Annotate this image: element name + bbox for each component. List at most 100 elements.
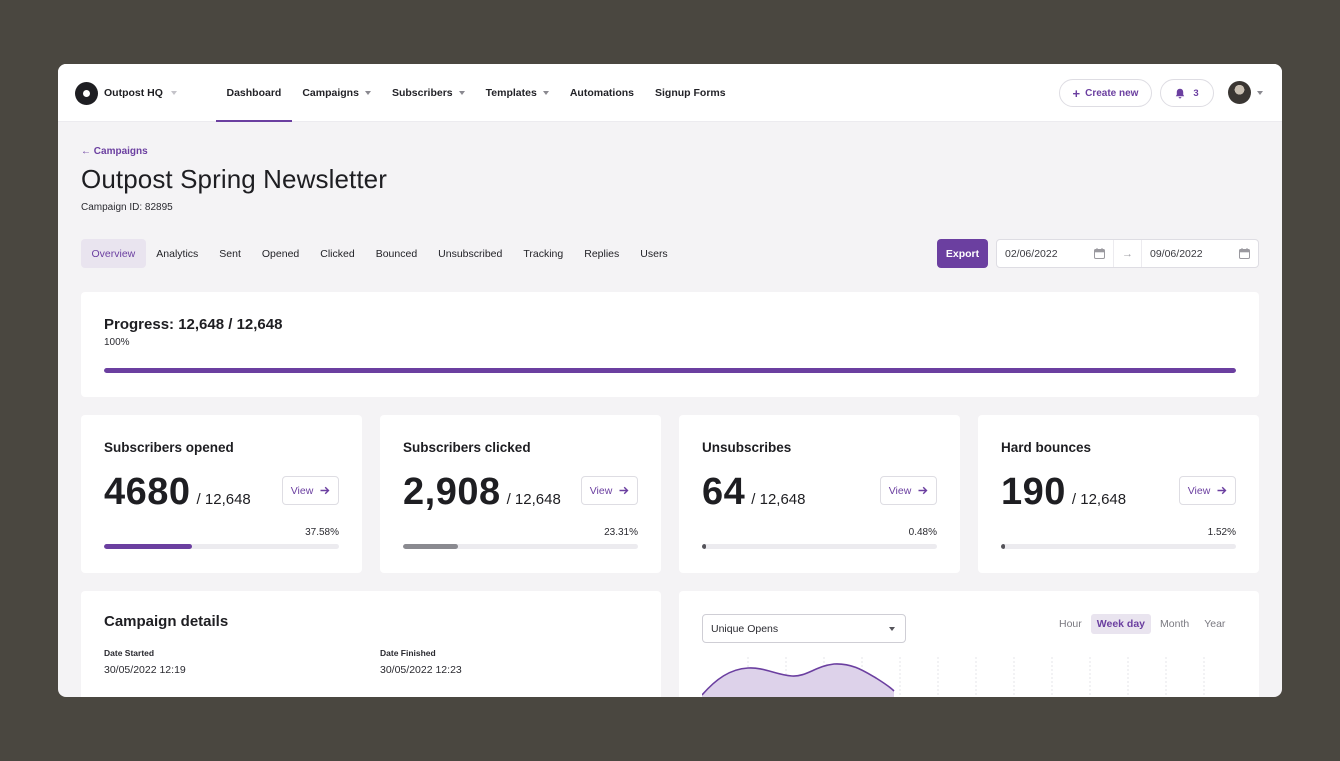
campaign-tabs: Overview Analytics Sent Opened Clicked B… [81, 239, 678, 268]
nav-item-templates[interactable]: Templates [475, 64, 559, 122]
view-label: View [1187, 484, 1211, 497]
date-range-picker: 02/06/2022 → 09/06/2022 [996, 239, 1259, 268]
campaign-id: Campaign ID: 82895 [81, 202, 173, 213]
chevron-down-icon [889, 626, 895, 631]
campaign-details-card: Campaign details Date Started 30/05/2022… [81, 591, 661, 697]
create-new-label: Create new [1085, 87, 1139, 99]
view-clicked-button[interactable]: View [581, 476, 638, 505]
opens-line [702, 663, 895, 696]
nav-item-signup-forms[interactable]: Signup Forms [645, 64, 737, 122]
arrow-right-icon [320, 486, 330, 495]
nav-item-label: Templates [485, 87, 537, 99]
stat-total: / 12,648 [751, 491, 806, 508]
view-label: View [888, 484, 912, 497]
tab-bounced[interactable]: Bounced [375, 247, 418, 260]
stat-total: / 12,648 [1071, 491, 1127, 508]
stat-card-unsubscribes: Unsubscribes 64 / 12,648 View 0.48% [679, 415, 960, 573]
stat-count: 4680 [104, 471, 191, 513]
tab-overview[interactable]: Overview [81, 239, 146, 268]
opens-chart-card: Unique Opens Hour Week day Month Year [679, 591, 1259, 697]
avatar[interactable] [1228, 81, 1251, 104]
chevron-down-icon [458, 91, 465, 95]
chevron-down-icon [170, 91, 177, 95]
arrow-right-icon [918, 486, 928, 495]
stat-total: / 12,648 [506, 491, 561, 508]
tab-unsubscribed[interactable]: Unsubscribed [438, 247, 503, 260]
notifications-button[interactable]: 3 [1160, 79, 1214, 107]
stat-progress-fill [1001, 544, 1005, 549]
back-to-campaigns-link[interactable]: ← Campaigns [81, 146, 148, 157]
nav-item-label: Dashboard [226, 87, 282, 99]
date-started-value: 30/05/2022 12:19 [104, 664, 186, 676]
nav-item-label: Subscribers [391, 87, 453, 99]
arrow-right-icon [619, 486, 629, 495]
view-opened-button[interactable]: View [282, 476, 339, 505]
stat-card-hard-bounces: Hard bounces 190 / 12,648 View 1.52% [978, 415, 1259, 573]
stat-value: 190 / 12,648 [1001, 471, 1126, 514]
stat-count: 190 [1001, 471, 1066, 513]
date-from-value: 02/06/2022 [1005, 247, 1058, 260]
stat-progress-bar [1001, 544, 1236, 549]
tab-analytics[interactable]: Analytics [156, 247, 199, 260]
bell-icon [1176, 88, 1185, 98]
tab-clicked[interactable]: Clicked [320, 247, 355, 260]
view-bounces-button[interactable]: View [1179, 476, 1236, 505]
workspace-name: Outpost HQ [104, 87, 163, 99]
stat-percent: 1.52% [1207, 527, 1236, 538]
create-new-button[interactable]: + Create new [1059, 79, 1152, 107]
metric-select[interactable]: Unique Opens [702, 614, 906, 643]
date-finished-label: Date Finished [380, 648, 436, 658]
date-from-field[interactable]: 02/06/2022 [997, 240, 1113, 267]
stat-value: 4680 / 12,648 [104, 471, 251, 514]
notifications-count: 3 [1193, 87, 1199, 99]
nav-item-label: Campaigns [302, 87, 359, 99]
stat-count: 2,908 [403, 471, 501, 513]
main-nav: Dashboard Campaigns Subscribers Template… [216, 64, 736, 122]
chevron-down-icon[interactable] [1257, 91, 1263, 95]
stat-count: 64 [702, 471, 746, 513]
period-tab-year[interactable]: Year [1204, 618, 1226, 630]
stat-title: Subscribers clicked [403, 440, 531, 455]
export-button[interactable]: Export [937, 239, 988, 268]
tab-tracking[interactable]: Tracking [523, 247, 564, 260]
progress-bar-fill [104, 368, 1236, 373]
stat-value: 64 / 12,648 [702, 471, 806, 514]
workspace-switcher[interactable]: Outpost HQ [75, 81, 177, 105]
nav-item-dashboard[interactable]: Dashboard [216, 64, 292, 122]
stat-card-clicked: Subscribers clicked 2,908 / 12,648 View … [380, 415, 661, 573]
view-unsubscribes-button[interactable]: View [880, 476, 937, 505]
nav-item-campaigns[interactable]: Campaigns [292, 64, 382, 122]
nav-item-label: Signup Forms [655, 87, 726, 99]
date-finished-value: 30/05/2022 12:23 [380, 664, 462, 676]
date-to-field[interactable]: 09/06/2022 [1142, 240, 1258, 267]
nav-item-subscribers[interactable]: Subscribers [381, 64, 475, 122]
stat-card-opened: Subscribers opened 4680 / 12,648 View 37… [81, 415, 362, 573]
outpost-logo-icon [75, 81, 98, 105]
tab-sent[interactable]: Sent [219, 247, 241, 260]
nav-item-automations[interactable]: Automations [559, 64, 644, 122]
tab-users[interactable]: Users [640, 247, 668, 260]
period-tab-month[interactable]: Month [1160, 618, 1190, 630]
stat-percent: 23.31% [604, 527, 638, 538]
progress-percent: 100% [104, 337, 130, 348]
tab-opened[interactable]: Opened [261, 247, 300, 260]
chevron-down-icon [542, 91, 549, 95]
stat-progress-bar [403, 544, 638, 549]
opens-area-chart [702, 657, 1205, 697]
stat-progress-fill [702, 544, 706, 549]
period-tab-hour[interactable]: Hour [1059, 618, 1082, 630]
app-window: Outpost HQ Dashboard Campaigns Subscribe… [58, 64, 1282, 697]
progress-card: Progress: 12,648 / 12,648 100% [81, 292, 1259, 397]
view-label: View [290, 484, 314, 497]
period-tab-week-day[interactable]: Week day [1090, 614, 1152, 634]
calendar-icon [1239, 248, 1250, 259]
stat-progress-bar [104, 544, 339, 549]
progress-bar [104, 368, 1236, 373]
tab-replies[interactable]: Replies [584, 247, 620, 260]
metric-select-value: Unique Opens [711, 622, 779, 635]
top-navigation-bar: Outpost HQ Dashboard Campaigns Subscribe… [58, 64, 1282, 122]
view-label: View [589, 484, 613, 497]
progress-title: Progress: 12,648 / 12,648 [104, 316, 283, 333]
stat-title: Subscribers opened [104, 440, 234, 455]
opens-area [702, 663, 894, 697]
